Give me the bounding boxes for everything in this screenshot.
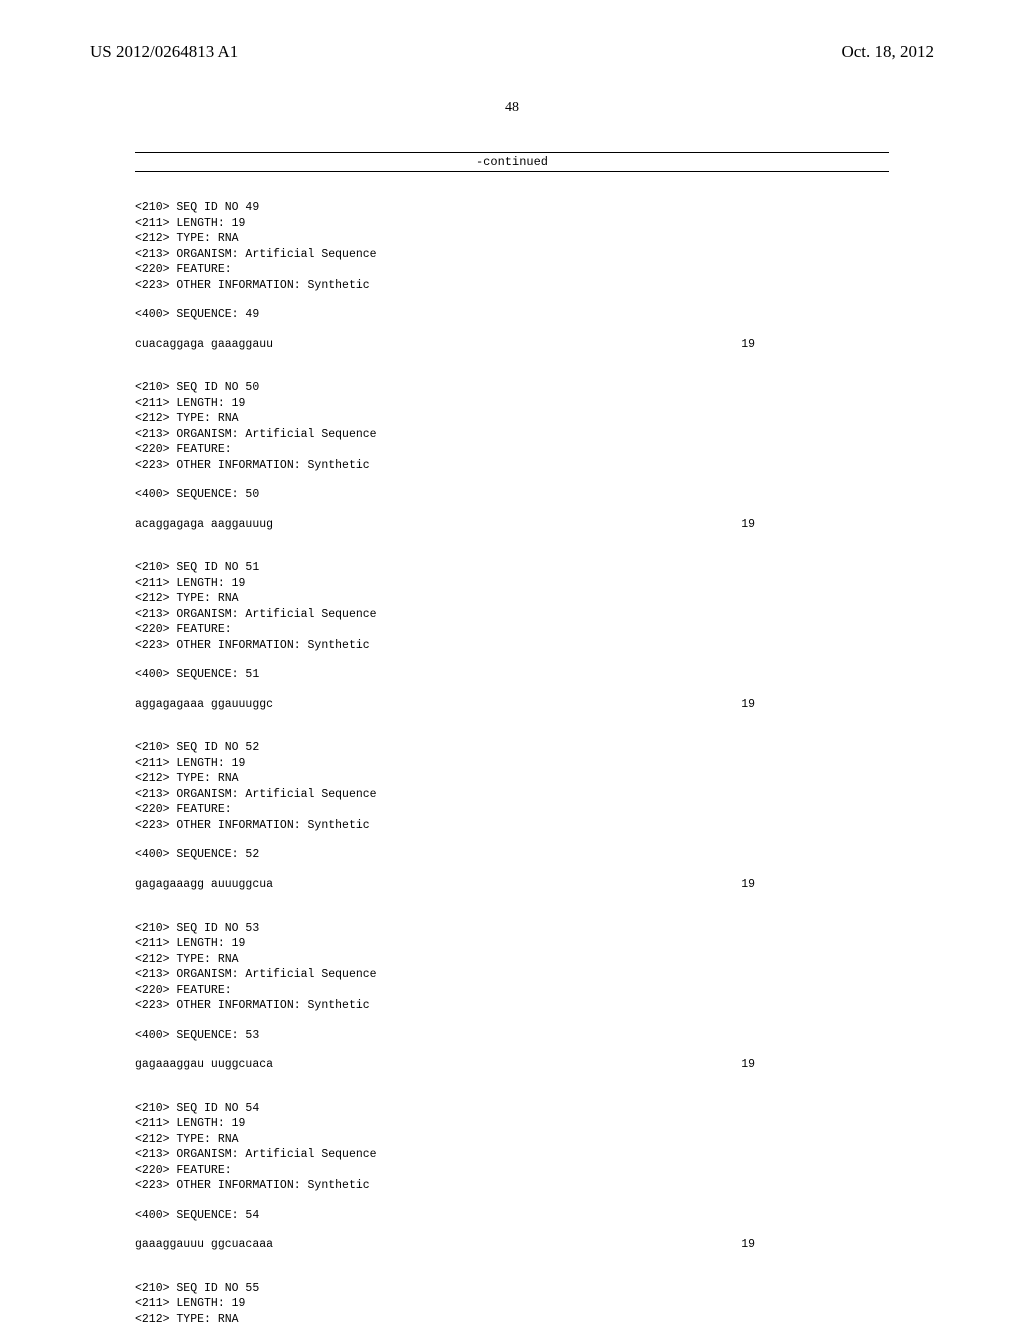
seq-length-line: <211> LENGTH: 19 [135,396,889,412]
publication-number: US 2012/0264813 A1 [90,42,238,62]
sequence-data: cuacaggaga gaaaggauu 19 [135,337,755,353]
sequence-meta: <210> SEQ ID NO 52 <211> LENGTH: 19 <212… [135,740,889,833]
sequence-block: <210> SEQ ID NO 52 <211> LENGTH: 19 <212… [135,740,889,892]
seq-other-info-line: <223> OTHER INFORMATION: Synthetic [135,1178,889,1194]
sequence-400-line: <400> SEQUENCE: 52 [135,847,889,863]
seq-organism-line: <213> ORGANISM: Artificial Sequence [135,427,889,443]
sequence-data: aggagagaaa ggauuuggc 19 [135,697,755,713]
seq-type-line: <212> TYPE: RNA [135,231,889,247]
publication-date: Oct. 18, 2012 [841,42,934,62]
sequence-length-value: 19 [741,517,755,533]
sequence-data: gagaaaggau uuggcuaca 19 [135,1057,755,1073]
sequence-listing: <210> SEQ ID NO 49 <211> LENGTH: 19 <212… [0,172,1024,1327]
seq-other-info-line: <223> OTHER INFORMATION: Synthetic [135,278,889,294]
seq-length-line: <211> LENGTH: 19 [135,936,889,952]
seq-length-line: <211> LENGTH: 19 [135,1296,889,1312]
seq-organism-line: <213> ORGANISM: Artificial Sequence [135,967,889,983]
seq-feature-line: <220> FEATURE: [135,802,889,818]
seq-other-info-line: <223> OTHER INFORMATION: Synthetic [135,818,889,834]
sequence-text: acaggagaga aaggauuug [135,517,273,533]
seq-id-line: <210> SEQ ID NO 53 [135,921,889,937]
seq-type-line: <212> TYPE: RNA [135,1132,889,1148]
seq-id-line: <210> SEQ ID NO 52 [135,740,889,756]
sequence-400-line: <400> SEQUENCE: 51 [135,667,889,683]
seq-feature-line: <220> FEATURE: [135,1163,889,1179]
seq-organism-line: <213> ORGANISM: Artificial Sequence [135,787,889,803]
seq-type-line: <212> TYPE: RNA [135,771,889,787]
seq-id-line: <210> SEQ ID NO 51 [135,560,889,576]
seq-organism-line: <213> ORGANISM: Artificial Sequence [135,247,889,263]
sequence-block: <210> SEQ ID NO 53 <211> LENGTH: 19 <212… [135,921,889,1073]
seq-type-line: <212> TYPE: RNA [135,1312,889,1327]
seq-feature-line: <220> FEATURE: [135,983,889,999]
seq-other-info-line: <223> OTHER INFORMATION: Synthetic [135,998,889,1014]
sequence-block: <210> SEQ ID NO 49 <211> LENGTH: 19 <212… [135,200,889,352]
seq-length-line: <211> LENGTH: 19 [135,1116,889,1132]
page-header: US 2012/0264813 A1 Oct. 18, 2012 [0,0,1024,62]
sequence-meta: <210> SEQ ID NO 49 <211> LENGTH: 19 <212… [135,200,889,293]
seq-feature-line: <220> FEATURE: [135,442,889,458]
sequence-text: cuacaggaga gaaaggauu [135,337,273,353]
seq-id-line: <210> SEQ ID NO 50 [135,380,889,396]
seq-id-line: <210> SEQ ID NO 49 [135,200,889,216]
sequence-meta: <210> SEQ ID NO 50 <211> LENGTH: 19 <212… [135,380,889,473]
seq-type-line: <212> TYPE: RNA [135,952,889,968]
seq-length-line: <211> LENGTH: 19 [135,756,889,772]
seq-type-line: <212> TYPE: RNA [135,591,889,607]
sequence-text: aggagagaaa ggauuuggc [135,697,273,713]
sequence-400-line: <400> SEQUENCE: 50 [135,487,889,503]
sequence-text: gaaaggauuu ggcuacaaa [135,1237,273,1253]
seq-organism-line: <213> ORGANISM: Artificial Sequence [135,1147,889,1163]
seq-other-info-line: <223> OTHER INFORMATION: Synthetic [135,638,889,654]
sequence-block-partial: <210> SEQ ID NO 55 <211> LENGTH: 19 <212… [135,1281,889,1327]
sequence-length-value: 19 [741,697,755,713]
sequence-length-value: 19 [741,1237,755,1253]
seq-length-line: <211> LENGTH: 19 [135,216,889,232]
sequence-400-line: <400> SEQUENCE: 53 [135,1028,889,1044]
seq-id-line: <210> SEQ ID NO 55 [135,1281,889,1297]
sequence-block: <210> SEQ ID NO 54 <211> LENGTH: 19 <212… [135,1101,889,1253]
sequence-meta: <210> SEQ ID NO 55 <211> LENGTH: 19 <212… [135,1281,889,1327]
sequence-data: acaggagaga aaggauuug 19 [135,517,755,533]
seq-type-line: <212> TYPE: RNA [135,411,889,427]
seq-other-info-line: <223> OTHER INFORMATION: Synthetic [135,458,889,474]
sequence-meta: <210> SEQ ID NO 51 <211> LENGTH: 19 <212… [135,560,889,653]
sequence-data: gaaaggauuu ggcuacaaa 19 [135,1237,755,1253]
seq-feature-line: <220> FEATURE: [135,622,889,638]
sequence-data: gagagaaagg auuuggcua 19 [135,877,755,893]
sequence-400-line: <400> SEQUENCE: 49 [135,307,889,323]
continued-label: -continued [135,152,889,172]
sequence-block: <210> SEQ ID NO 51 <211> LENGTH: 19 <212… [135,560,889,712]
sequence-block: <210> SEQ ID NO 50 <211> LENGTH: 19 <212… [135,380,889,532]
sequence-length-value: 19 [741,877,755,893]
seq-organism-line: <213> ORGANISM: Artificial Sequence [135,607,889,623]
sequence-length-value: 19 [741,1057,755,1073]
seq-id-line: <210> SEQ ID NO 54 [135,1101,889,1117]
sequence-text: gagaaaggau uuggcuaca [135,1057,273,1073]
seq-feature-line: <220> FEATURE: [135,262,889,278]
sequence-length-value: 19 [741,337,755,353]
page-number: 48 [0,100,1024,116]
sequence-400-line: <400> SEQUENCE: 54 [135,1208,889,1224]
sequence-meta: <210> SEQ ID NO 53 <211> LENGTH: 19 <212… [135,921,889,1014]
sequence-meta: <210> SEQ ID NO 54 <211> LENGTH: 19 <212… [135,1101,889,1194]
seq-length-line: <211> LENGTH: 19 [135,576,889,592]
sequence-text: gagagaaagg auuuggcua [135,877,273,893]
